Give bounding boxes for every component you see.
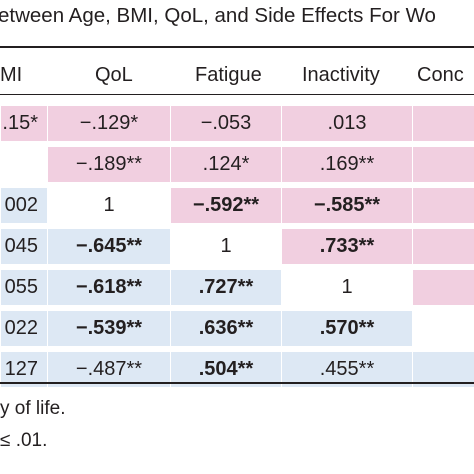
column-header-qol: QoL <box>95 64 133 86</box>
cell-inactivity: .570** <box>281 308 412 349</box>
table-note: y of life. <box>0 398 66 419</box>
cell-qol: −.189** <box>47 144 170 185</box>
column-header-inactivity: Inactivity <box>302 64 380 86</box>
cell-bmi: 045 <box>0 226 47 267</box>
cell-bmi: 055 <box>0 267 47 308</box>
cell-concentration <box>412 144 474 185</box>
cell-bmi: .15* <box>0 103 47 144</box>
cell-inactivity: −.585** <box>281 185 412 226</box>
column-header-bmi: MI <box>0 64 23 86</box>
cell-bmi: 002 <box>0 185 47 226</box>
cell-inactivity: .169** <box>281 144 412 185</box>
cell-concentration <box>412 308 474 349</box>
cell-concentration <box>412 226 474 267</box>
cell-fatigue: .124* <box>170 144 281 185</box>
cell-qol: −.645** <box>47 226 170 267</box>
cell-qol: −.129* <box>47 103 170 144</box>
table-title: etween Age, BMI, QoL, and Side Effects F… <box>0 4 436 27</box>
cell-inactivity: 1 <box>281 267 412 308</box>
cell-concentration <box>412 267 474 308</box>
table-note-significance: ≤ .01. <box>0 430 48 451</box>
cell-concentration <box>412 103 474 144</box>
cell-qol: −.539** <box>47 308 170 349</box>
cell-fatigue: .727** <box>170 267 281 308</box>
cell-fatigue: 1 <box>170 226 281 267</box>
bottom-rule <box>0 382 474 384</box>
cell-bmi: 022 <box>0 308 47 349</box>
cell-qol: −.618** <box>47 267 170 308</box>
cell-fatigue: −.053 <box>170 103 281 144</box>
cell-bmi <box>0 144 47 185</box>
column-header-concentration: Conc <box>417 64 464 86</box>
cell-fatigue: .504** <box>170 349 281 390</box>
cell-inactivity: .013 <box>281 103 412 144</box>
cell-fatigue: −.592** <box>170 185 281 226</box>
top-rule <box>0 46 474 48</box>
cell-inactivity: .733** <box>281 226 412 267</box>
cell-fatigue: .636** <box>170 308 281 349</box>
cell-qol: 1 <box>47 185 170 226</box>
header-rule <box>0 94 474 95</box>
cell-concentration <box>412 185 474 226</box>
column-header-fatigue: Fatigue <box>195 64 262 86</box>
